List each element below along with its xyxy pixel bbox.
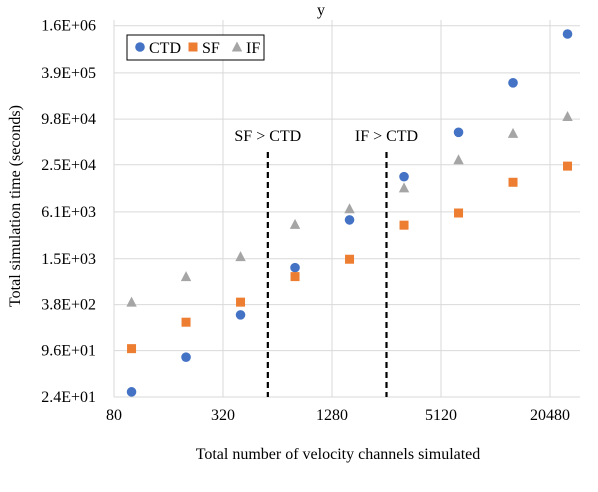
data-point-ctd (344, 215, 355, 225)
data-point-ctd (235, 310, 246, 320)
legend-marker-sf (188, 42, 198, 52)
data-point-sf (399, 220, 409, 230)
annotations: SF > CTD IF > CTD (234, 128, 418, 397)
data-point-ctd (181, 352, 191, 362)
legend-label-ctd: CTD (149, 40, 181, 57)
y-tick-label: 6.1E+03 (41, 204, 96, 221)
data-point-ctd (562, 29, 573, 39)
x-tick-label: 20480 (530, 407, 570, 424)
data-point-sf (454, 208, 464, 218)
data-point-ctd (453, 127, 464, 138)
x-tick-label: 320 (211, 407, 235, 424)
data-point-ctd (290, 262, 300, 273)
y-axis-label: Total simulation time (seconds) (7, 105, 24, 307)
legend: CTD SF IF (126, 34, 265, 61)
data-point-if (289, 218, 301, 229)
threshold-label: IF > CTD (355, 128, 418, 145)
legend-label-if: IF (246, 40, 260, 57)
data-point-sf (290, 272, 300, 282)
y-tick-label: 1.6E+06 (41, 18, 96, 35)
data-point-sf (127, 344, 137, 354)
data-point-if (180, 271, 192, 282)
x-tick-label: 1280 (316, 407, 348, 424)
x-axis-label: Total number of velocity channels simula… (196, 446, 481, 463)
legend-marker-ctd (135, 42, 145, 52)
y-tick-label: 3.8E+02 (41, 297, 96, 314)
data-point-if (344, 203, 355, 214)
legend-label-sf: SF (202, 40, 220, 57)
data-points (126, 29, 573, 397)
x-tick-label: 5120 (425, 407, 457, 424)
chart-title: y (317, 2, 325, 19)
data-point-if (507, 127, 519, 138)
data-point-if (562, 110, 573, 121)
y-tick-label: 3.9E+05 (41, 65, 96, 82)
data-point-sf (563, 161, 573, 171)
series-ctd (126, 29, 573, 397)
data-point-ctd (508, 78, 518, 88)
data-point-sf (508, 177, 518, 187)
data-point-sf (236, 297, 246, 307)
grid (113, 20, 580, 398)
y-tick-label: 9.6E+01 (41, 343, 96, 360)
data-point-sf (181, 317, 191, 327)
data-point-if (126, 296, 137, 307)
data-point-if (398, 182, 410, 193)
axes: 80 320 1280 5120 20480 2.4E+01 9.6E+01 3.8E+02 1… (41, 18, 570, 424)
data-point-if (453, 154, 464, 165)
series-if (126, 110, 573, 307)
y-tick-label: 1.5E+03 (41, 251, 96, 268)
data-point-ctd (126, 387, 137, 397)
legend-marker-if (231, 41, 243, 52)
data-point-sf (345, 254, 355, 264)
data-point-ctd (399, 171, 409, 182)
y-tick-label: 2.4E+01 (41, 389, 96, 406)
x-tick-label: 80 (106, 407, 122, 424)
series-sf (127, 161, 573, 354)
data-point-if (235, 251, 246, 262)
y-tick-label: 2.5E+04 (41, 157, 96, 174)
threshold-label: SF > CTD (234, 128, 301, 145)
y-tick-label: 9.8E+04 (41, 111, 96, 128)
